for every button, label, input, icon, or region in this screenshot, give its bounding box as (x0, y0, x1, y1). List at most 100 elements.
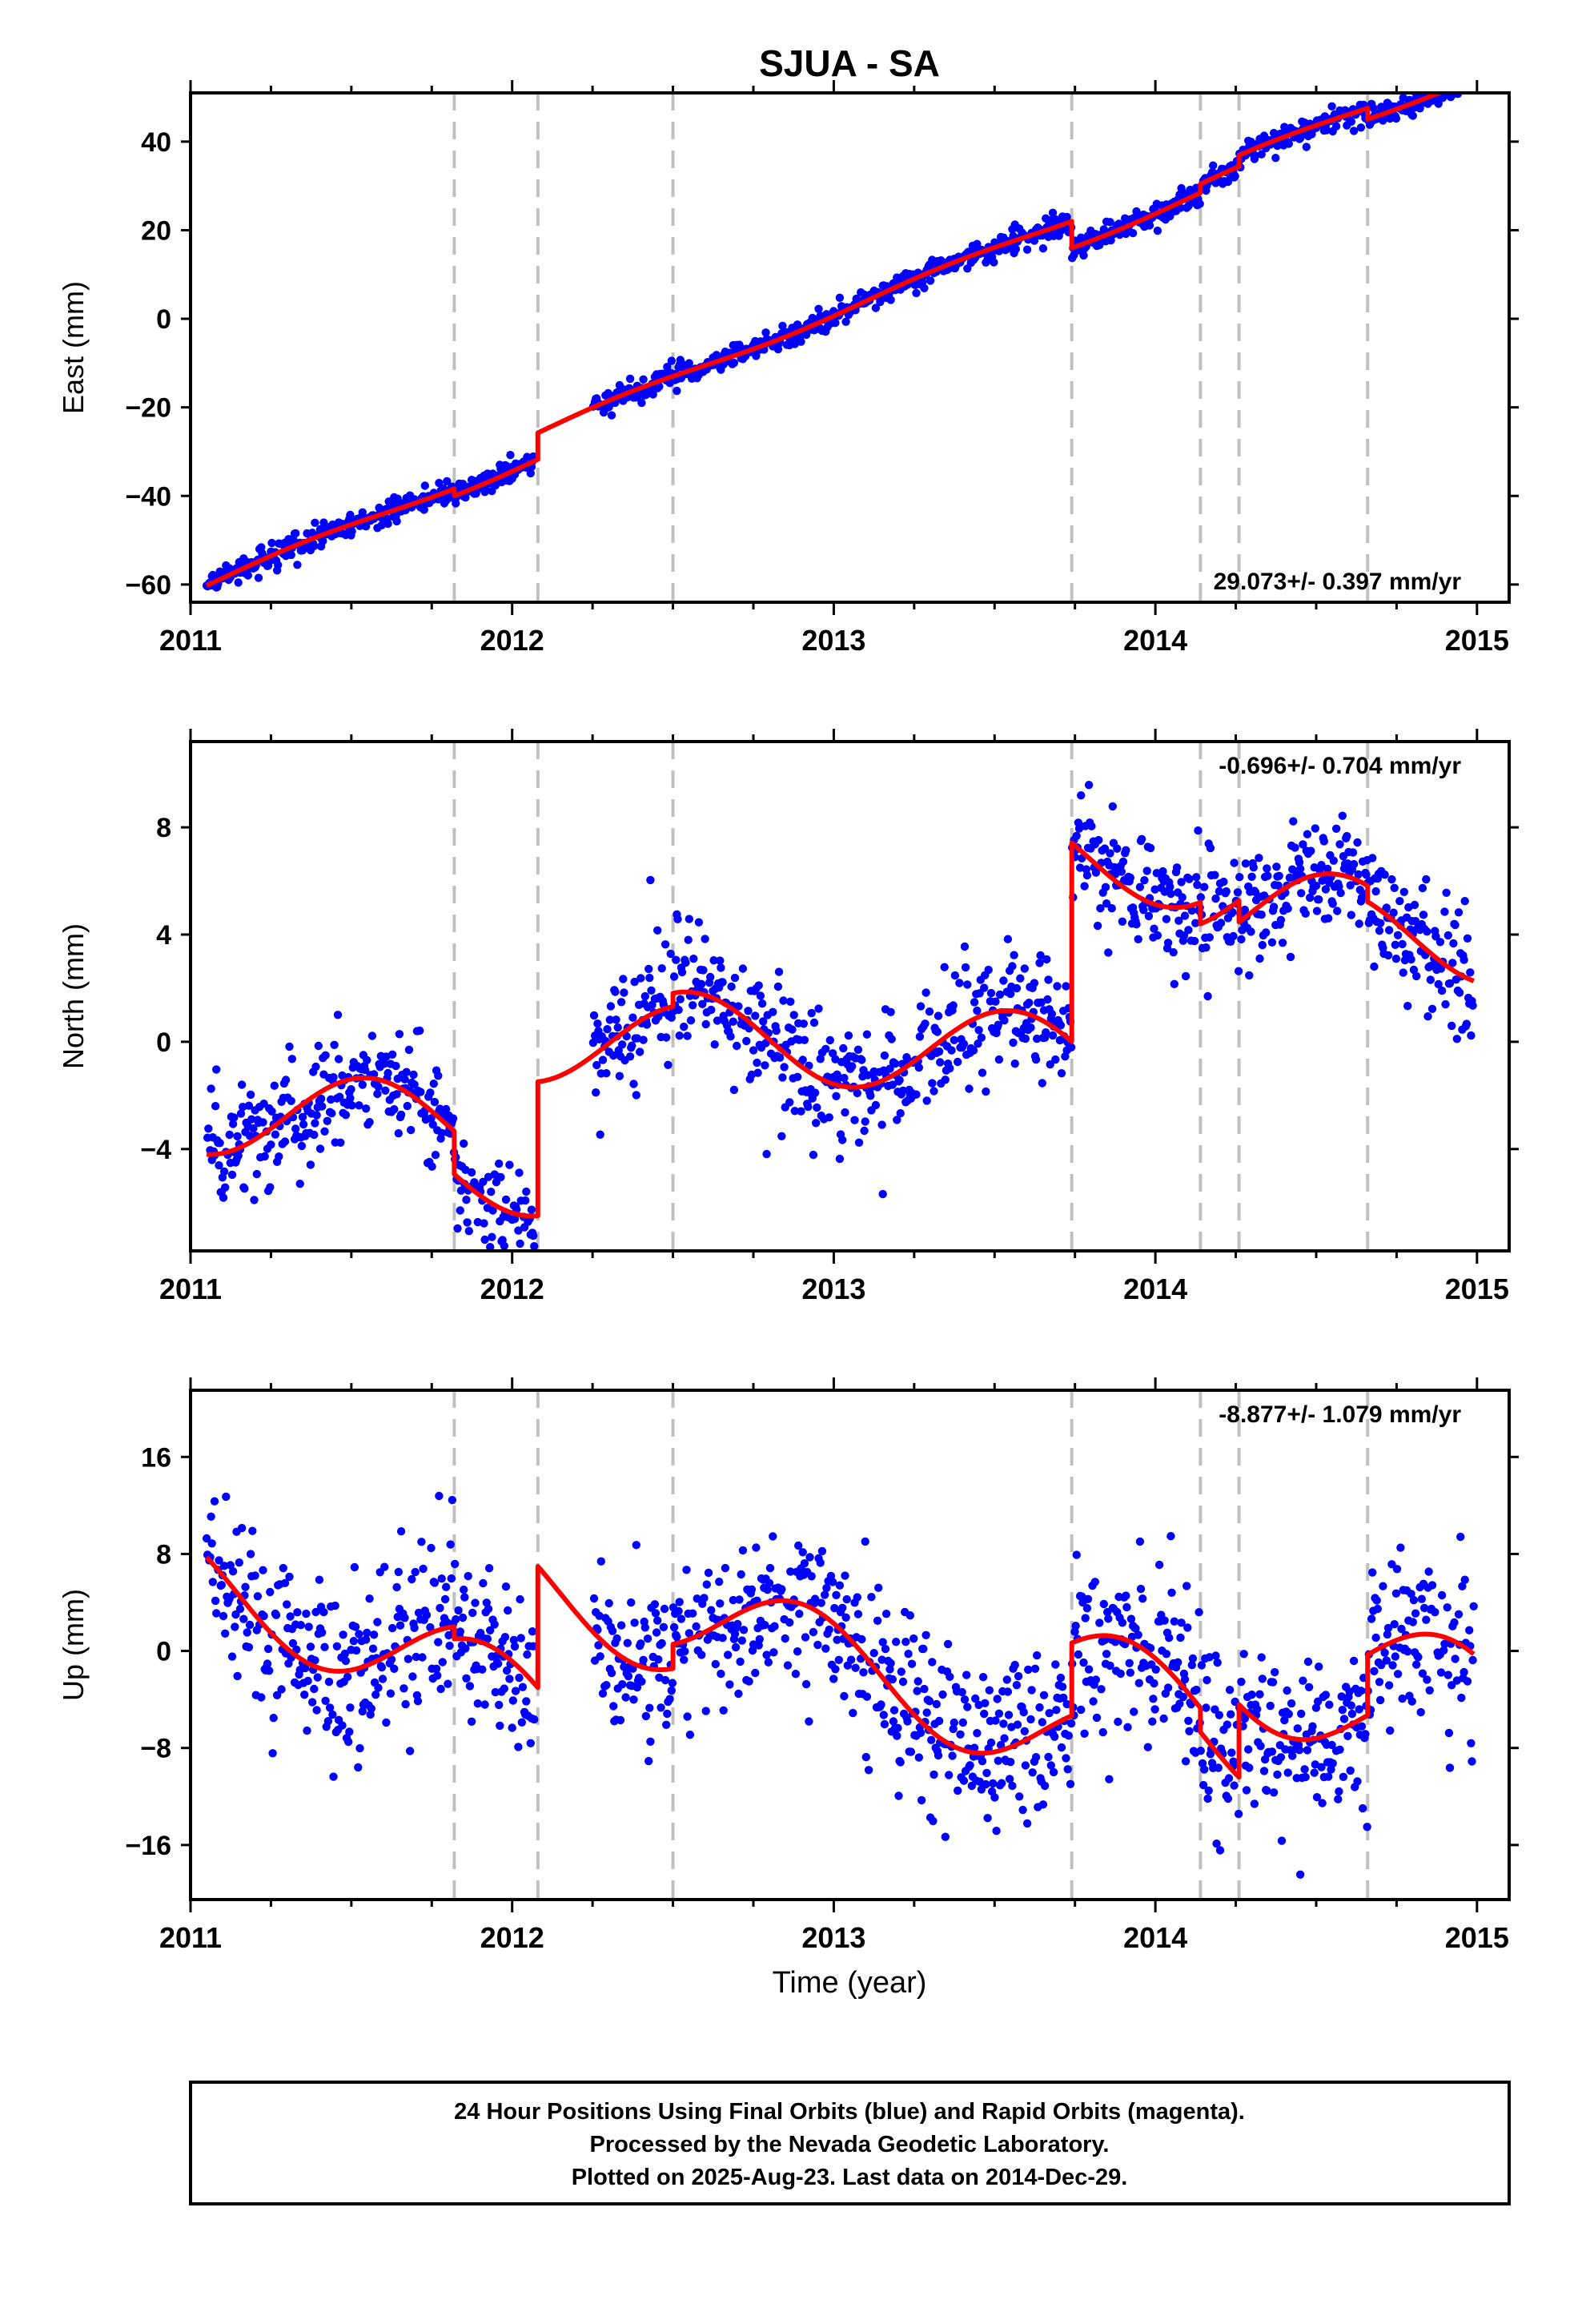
data-point (1172, 863, 1182, 872)
data-point (1194, 826, 1203, 835)
data-point (914, 1063, 924, 1072)
data-point (1227, 1710, 1235, 1719)
data-point (1153, 226, 1162, 235)
data-point (492, 1651, 501, 1661)
data-point (1349, 859, 1359, 869)
data-point (1458, 70, 1466, 78)
data-point (413, 1697, 423, 1706)
data-point (664, 1060, 673, 1070)
data-point (332, 1642, 342, 1651)
data-point (751, 1668, 760, 1678)
data-point (334, 1055, 343, 1063)
data-point (886, 1007, 895, 1017)
data-point (367, 1704, 375, 1713)
data-point (506, 451, 515, 460)
data-point (689, 955, 698, 963)
data-point (482, 1254, 490, 1262)
data-point (896, 1109, 905, 1118)
data-point (716, 956, 725, 965)
data-point (1284, 1710, 1294, 1719)
data-point (1021, 1034, 1030, 1043)
data-point (307, 1698, 317, 1707)
data-point (618, 1680, 627, 1689)
data-point (849, 1708, 857, 1718)
data-point (1387, 1560, 1396, 1569)
data-point (1185, 1727, 1194, 1735)
data-point (936, 1058, 945, 1067)
data-point (297, 1141, 307, 1151)
data-point (1056, 1021, 1066, 1030)
data-point (961, 963, 970, 972)
data-point (1417, 1594, 1427, 1603)
data-point (1024, 1665, 1033, 1675)
data-point (1317, 861, 1326, 870)
data-point (233, 1671, 242, 1681)
data-point (620, 988, 628, 997)
data-point (215, 1556, 223, 1565)
data-point (1038, 1079, 1047, 1088)
data-point (428, 1120, 437, 1129)
data-point (1315, 1663, 1323, 1671)
data-point (607, 1668, 616, 1678)
data-point (233, 1132, 242, 1141)
data-point (1467, 78, 1475, 86)
data-point (488, 1232, 496, 1241)
data-point (313, 1673, 322, 1682)
data-point (1346, 881, 1355, 890)
data-point (1116, 1669, 1125, 1679)
data-point (645, 1703, 654, 1712)
data-point (318, 1628, 327, 1637)
data-point (1311, 881, 1321, 891)
data-point (1105, 1775, 1114, 1783)
data-point (667, 1686, 676, 1695)
data-point (1122, 1602, 1131, 1612)
data-point (770, 1622, 779, 1630)
data-point (1230, 858, 1239, 867)
data-point (500, 1241, 508, 1251)
data-point (456, 1206, 464, 1215)
data-point (1339, 1715, 1349, 1723)
data-point (464, 1571, 472, 1581)
data-point (814, 304, 823, 313)
data-point (1287, 1699, 1296, 1708)
data-point (624, 1671, 633, 1681)
data-point (249, 1124, 258, 1133)
data-point (629, 1080, 638, 1088)
data-point (864, 1766, 873, 1775)
data-point (934, 1716, 944, 1726)
data-point (616, 1621, 626, 1630)
data-point (841, 1108, 849, 1117)
data-point (530, 1242, 539, 1251)
x-tick-label: 2013 (801, 1921, 865, 1954)
data-point (320, 1642, 329, 1651)
data-point (212, 1065, 221, 1074)
data-point (1200, 1765, 1209, 1774)
data-point (1247, 927, 1255, 936)
data-point (697, 1651, 706, 1659)
data-point (963, 980, 972, 989)
data-point (248, 1526, 257, 1535)
data-point (974, 1026, 983, 1035)
data-point (1407, 955, 1415, 964)
data-point (1468, 78, 1476, 86)
panel-up: −16 −8 0 8 16 2011 2012 2013 2014 2015 Up (mm) -8.8… (57, 1377, 1519, 1954)
data-point (948, 1751, 957, 1760)
data-point (1259, 1767, 1269, 1775)
data-point (871, 1100, 881, 1110)
data-point (207, 1539, 216, 1548)
data-point (941, 1076, 950, 1084)
data-point (436, 1684, 445, 1694)
data-point (315, 1575, 324, 1584)
data-point (798, 1548, 807, 1557)
data-point (442, 1582, 451, 1591)
data-point (1046, 1060, 1054, 1069)
data-point (514, 1743, 523, 1751)
data-point (897, 1667, 906, 1676)
data-point (1191, 919, 1200, 927)
data-point (1187, 1661, 1197, 1670)
data-point (898, 1086, 908, 1096)
data-point (1312, 1793, 1322, 1802)
data-point (363, 1055, 371, 1065)
data-point (657, 1638, 666, 1648)
